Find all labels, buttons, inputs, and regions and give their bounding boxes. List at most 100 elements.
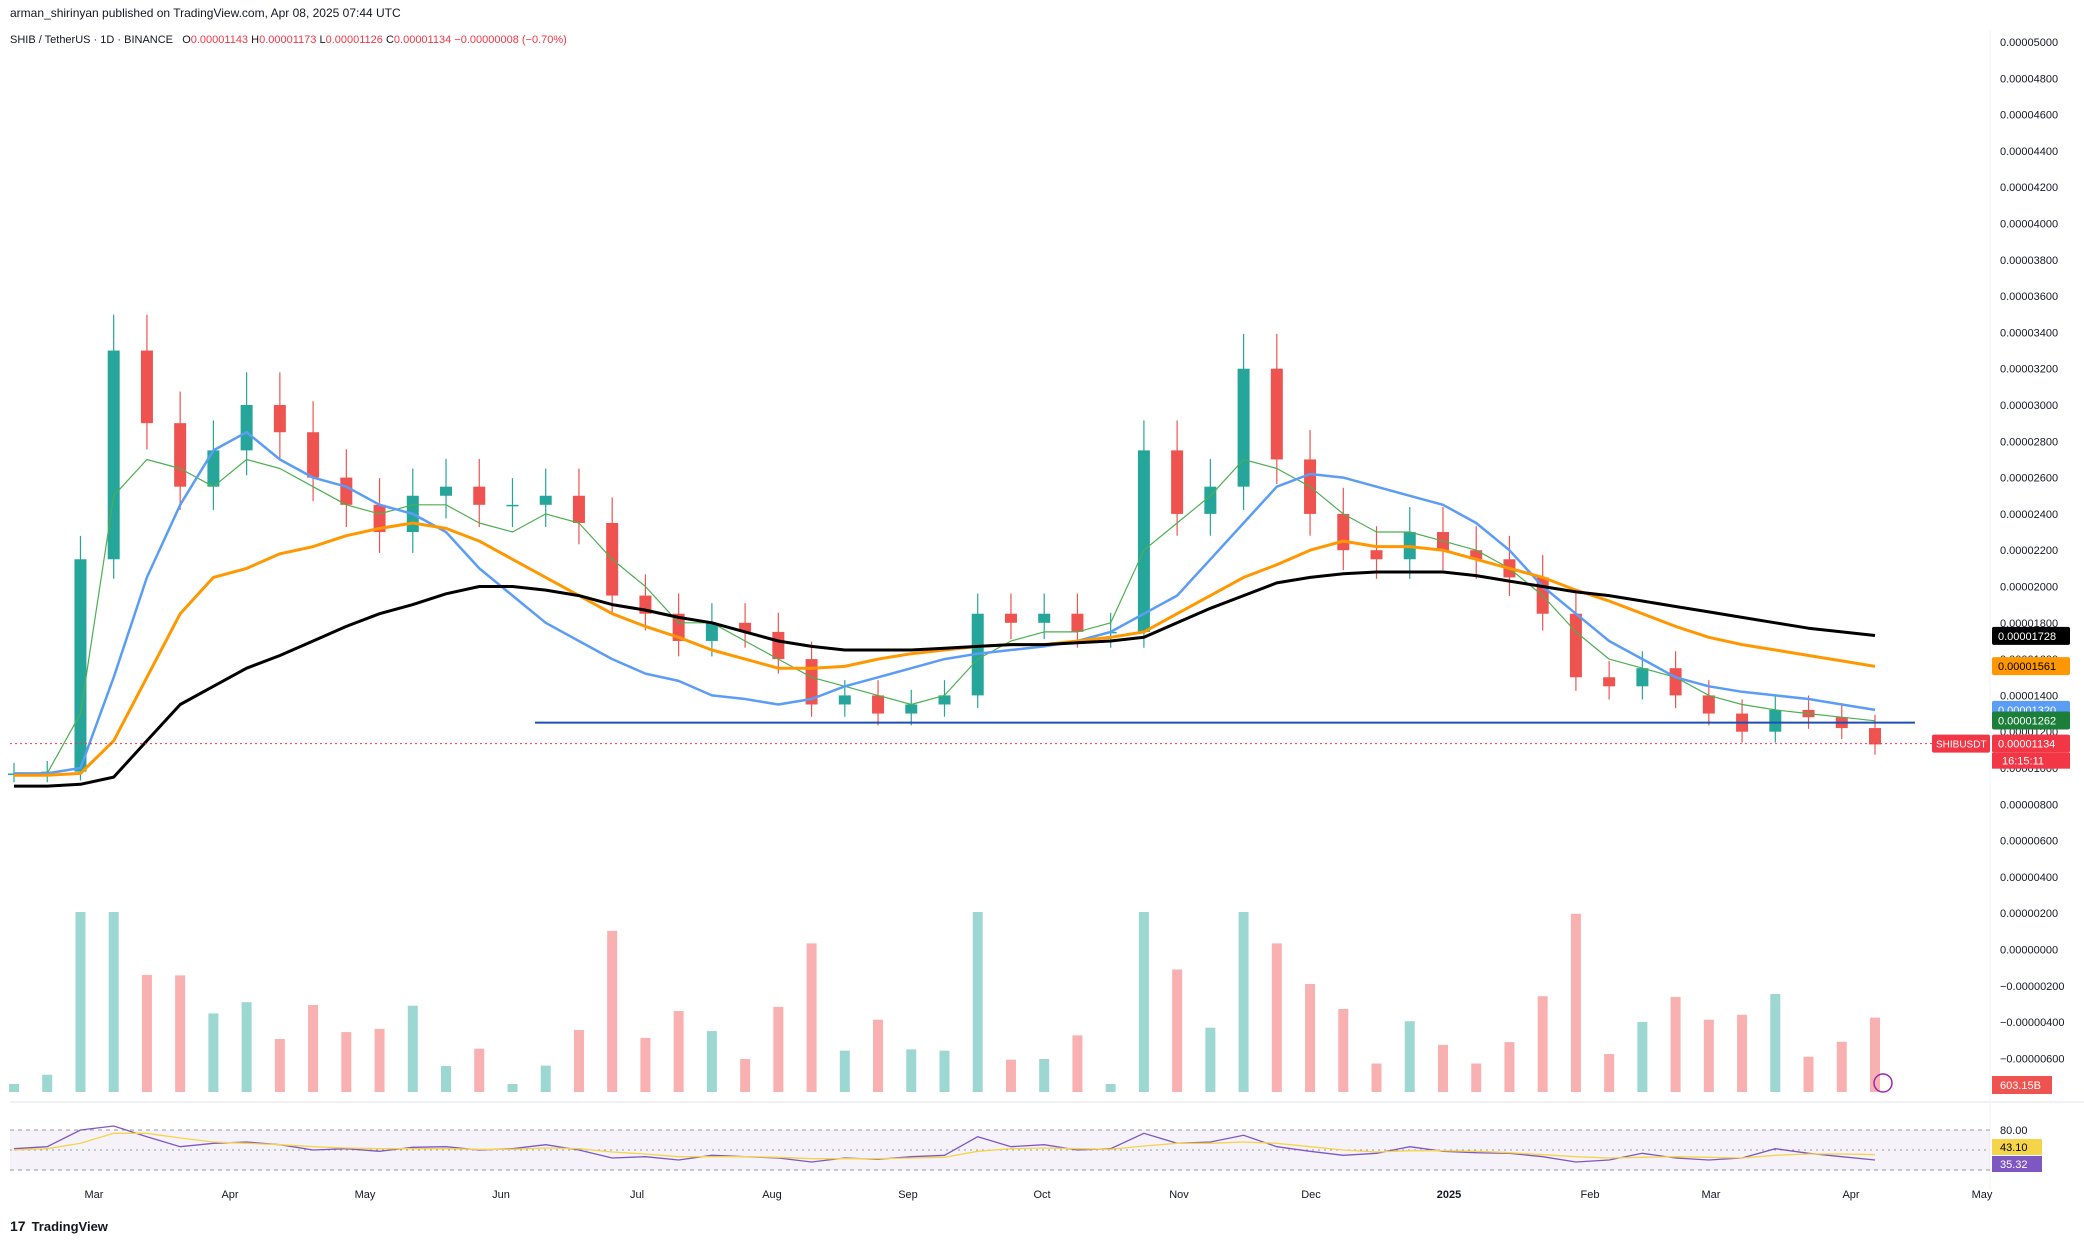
rsi-ma-tag-box: [1992, 1139, 2042, 1155]
price-axis-label: 0.00002000: [2000, 582, 2058, 594]
price-tag-box: [1992, 711, 2070, 730]
volume-bar: [1338, 1009, 1349, 1092]
volume-bar: [1404, 1021, 1415, 1092]
candle-body: [1769, 709, 1782, 732]
volume-bar: [274, 1039, 285, 1092]
price-axis-label: 0.00000400: [2000, 872, 2058, 884]
symbol-title[interactable]: SHIB / TetherUS · 1D · BINANCE: [10, 34, 174, 46]
candle-body: [1470, 550, 1483, 560]
volume-tag-box: [1992, 1076, 2052, 1094]
volume-bar: [1039, 1059, 1050, 1092]
volume-bar: [441, 1066, 452, 1092]
time-axis-label: Oct: [1033, 1189, 1050, 1201]
price-tag-box: [1992, 734, 2070, 753]
volume-bar: [1271, 943, 1282, 1092]
time-axis-label: Apr: [1842, 1189, 1859, 1201]
volume-bar: [1836, 1041, 1847, 1092]
price-axis-label: 0.00003800: [2000, 255, 2058, 267]
volume-bar: [474, 1048, 485, 1092]
ohlc-legend: SHIB / TetherUS · 1D · BINANCE O0.000011…: [10, 34, 567, 46]
candle-body: [1603, 677, 1616, 687]
price-tag-label: 0.00001561: [1998, 661, 2056, 673]
volume-bar: [374, 1028, 385, 1092]
volume-bar: [607, 930, 618, 1092]
price-axis-label: 0.00000000: [2000, 945, 2058, 957]
candle-body: [207, 450, 220, 487]
close-label: C: [385, 34, 394, 46]
volume-bar: [873, 1019, 884, 1092]
volume-bar: [1005, 1059, 1016, 1092]
volume-bar: [1770, 994, 1781, 1092]
volume-bar: [1072, 1035, 1083, 1092]
candle-body: [340, 477, 353, 505]
volume-bar: [1637, 1021, 1648, 1092]
low-value: 0.00001126: [325, 34, 383, 46]
price-axis-label: 0.00003600: [2000, 291, 2058, 303]
volume-bar: [1138, 912, 1149, 1092]
price-axis-label: 0.00001400: [2000, 690, 2058, 702]
price-axis-label: 0.00004000: [2000, 219, 2058, 231]
time-axis-label: 2025: [1437, 1189, 1461, 1201]
candle-body: [1171, 450, 1184, 514]
ma50-line: [14, 430, 1876, 775]
volume-bar: [1737, 1014, 1748, 1092]
candle-body: [838, 695, 851, 705]
time-axis-label: Jul: [630, 1189, 644, 1201]
time-axis-label: Apr: [221, 1189, 238, 1201]
candle-body: [1636, 668, 1649, 687]
volume-bar: [939, 1050, 950, 1092]
volume-bar: [1172, 969, 1183, 1092]
volume-bar: [906, 1049, 917, 1092]
price-axis-label: 0.00002600: [2000, 473, 2058, 485]
candle-body: [1370, 550, 1383, 560]
price-tag-box: [1992, 657, 2070, 676]
volume-bar: [1305, 984, 1316, 1092]
price-axis-label: 0.00000600: [2000, 836, 2058, 848]
price-axis-label: 0.00004600: [2000, 110, 2058, 122]
time-axis-label: Feb: [1581, 1189, 1600, 1201]
ma100-line: [14, 521, 1876, 777]
volume-bar: [1570, 913, 1581, 1092]
candle-body: [240, 405, 253, 451]
tradingview-logo[interactable]: 17 TradingView: [10, 1218, 108, 1234]
price-axis-label: 0.00004400: [2000, 146, 2058, 158]
rsi-tag-box: [1992, 1156, 2042, 1172]
high-label: H: [251, 34, 260, 46]
price-axis-label: 0.00000800: [2000, 799, 2058, 811]
volume-tag-label: 603.15B: [2000, 1080, 2041, 1092]
low-label: L: [319, 34, 326, 46]
price-axis-label: 0.00000200: [2000, 908, 2058, 920]
close-value: 0.00001134: [393, 34, 452, 46]
volume-bar: [1105, 1084, 1116, 1092]
volume-bar: [773, 1006, 784, 1092]
volume-bar: [1703, 1019, 1714, 1092]
volume-bar: [1604, 1054, 1615, 1092]
price-tag-label: 0.00001262: [1998, 715, 2056, 727]
price-axis-label: 0.00002200: [2000, 545, 2058, 557]
candle-body: [805, 659, 818, 705]
candle-body: [672, 613, 685, 641]
candle-body: [107, 350, 120, 560]
ma20-line: [14, 458, 1876, 775]
candle-body: [1702, 695, 1715, 714]
rsi-tag-label: 35.32: [2000, 1159, 2028, 1171]
candle-body: [506, 504, 519, 507]
time-axis-label: Nov: [1169, 1189, 1189, 1201]
volume-bar: [740, 1059, 751, 1092]
time-axis-label: May: [355, 1189, 376, 1201]
candle-body: [140, 350, 153, 424]
volume-bar: [75, 912, 86, 1092]
volume-bar: [1504, 1042, 1515, 1092]
volume-bar: [1803, 1056, 1814, 1092]
price-axis-label: 0.00003200: [2000, 364, 2058, 376]
candle-body: [307, 432, 320, 478]
candle-body: [905, 704, 918, 714]
volume-bar: [141, 974, 152, 1092]
price-axis-label: 0.00004800: [2000, 73, 2058, 85]
price-axis-label: 0.00003000: [2000, 400, 2058, 412]
candle-body: [572, 495, 585, 523]
candle-body: [1071, 613, 1084, 632]
candle-body: [473, 486, 486, 505]
volume-bar: [540, 1065, 551, 1092]
